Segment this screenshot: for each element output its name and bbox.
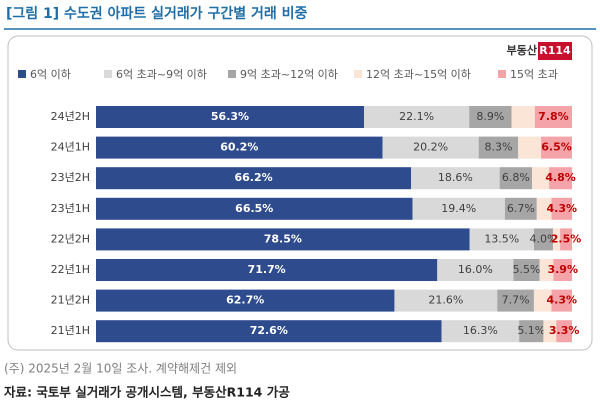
bar-segment bbox=[536, 197, 552, 220]
bar-segment bbox=[96, 106, 364, 128]
value-label: 62.7% bbox=[226, 294, 264, 307]
legend-label: 9억 초과~12억 이하 bbox=[240, 67, 338, 81]
value-label: 20.2% bbox=[413, 141, 448, 154]
value-label: 7.8% bbox=[538, 110, 569, 123]
y-tick-label: 22년1H bbox=[51, 263, 90, 276]
value-label: 6.5% bbox=[541, 141, 572, 154]
bar-segment bbox=[518, 136, 542, 159]
bar-segment bbox=[96, 320, 442, 343]
value-label: 60.2% bbox=[220, 141, 258, 154]
bar-segment bbox=[511, 106, 535, 128]
value-label: 7.7% bbox=[502, 294, 530, 307]
bar-segment bbox=[553, 259, 572, 281]
bar-segment bbox=[96, 167, 412, 190]
value-label: 66.5% bbox=[235, 202, 273, 215]
bar-segment bbox=[394, 289, 498, 312]
bar-segment bbox=[469, 106, 512, 128]
value-label: 4.0% bbox=[529, 232, 557, 245]
value-label: 71.7% bbox=[248, 263, 286, 276]
y-tick-label: 21년1H bbox=[51, 324, 90, 337]
value-label: 6.7% bbox=[507, 202, 535, 215]
y-tick-label: 21년2H bbox=[51, 294, 90, 307]
value-label: 66.2% bbox=[234, 171, 272, 184]
bar-segment bbox=[543, 320, 557, 343]
value-label: 16.3% bbox=[463, 324, 498, 337]
value-label: 78.5% bbox=[264, 232, 302, 245]
bar-segment bbox=[513, 259, 540, 281]
y-tick-label: 22년2H bbox=[51, 232, 90, 245]
legend-label: 15억 초과 bbox=[510, 68, 558, 81]
value-label: 4.8% bbox=[545, 171, 576, 184]
bar-segment bbox=[382, 136, 479, 159]
y-tick-label: 24년1H bbox=[51, 141, 90, 154]
y-tick-label: 23년1H bbox=[51, 202, 90, 215]
bar-segment bbox=[96, 289, 395, 312]
bar-segment bbox=[469, 228, 534, 251]
bar-segment bbox=[556, 320, 572, 343]
logo-badge bbox=[538, 42, 572, 60]
value-label: 22.1% bbox=[399, 110, 434, 123]
legend-swatch bbox=[228, 70, 236, 78]
bar-segment bbox=[437, 259, 514, 281]
bar-segment bbox=[412, 197, 505, 220]
legend-label: 12억 초과~15억 이하 bbox=[366, 67, 471, 81]
legend-swatch bbox=[354, 70, 362, 78]
bar-segment bbox=[441, 320, 520, 343]
value-label: 13.5% bbox=[484, 232, 519, 245]
legend-swatch bbox=[104, 70, 112, 78]
bar-segment bbox=[541, 136, 572, 159]
legend-swatch bbox=[18, 70, 26, 78]
y-tick-label: 24년2H bbox=[51, 110, 90, 123]
legend-label: 6억 이하 bbox=[30, 67, 71, 81]
bar-segment bbox=[96, 136, 383, 159]
value-label: 72.6% bbox=[250, 324, 288, 337]
bar-segment bbox=[96, 197, 413, 220]
value-label: 56.3% bbox=[211, 110, 249, 123]
bar-segment bbox=[539, 259, 554, 281]
bar-segment bbox=[551, 289, 572, 312]
value-label: 21.6% bbox=[428, 294, 463, 307]
legend-swatch bbox=[498, 70, 506, 78]
value-label: 8.3% bbox=[484, 141, 512, 154]
value-label: 18.6% bbox=[438, 171, 473, 184]
value-label: 2.5% bbox=[551, 232, 582, 245]
bar-segment bbox=[549, 167, 572, 190]
bar-segment bbox=[96, 228, 470, 251]
y-tick-label: 23년2H bbox=[51, 171, 90, 184]
footnote: (주) 2025년 2월 10일 조사. 계약해제건 제외 bbox=[4, 361, 237, 376]
value-label: 4.3% bbox=[547, 202, 578, 215]
bar-segment bbox=[497, 289, 534, 312]
bar-segment bbox=[478, 136, 519, 159]
bar-segment bbox=[534, 106, 572, 128]
value-label: 3.3% bbox=[549, 324, 580, 337]
bar-segment bbox=[533, 289, 552, 312]
value-label: 3.9% bbox=[547, 263, 578, 276]
bar-segment bbox=[96, 259, 438, 281]
bar-segment bbox=[363, 106, 470, 128]
chart-title: [그림 1] 수도권 아파트 실거래가 구간별 거래 비중 bbox=[6, 5, 307, 22]
value-label: 5.5% bbox=[513, 263, 541, 276]
source: 자료: 국토부 실거래가 공개시스템, 부동산R114 가공 bbox=[4, 385, 290, 400]
value-label: 4.3% bbox=[547, 294, 578, 307]
bar-segment bbox=[499, 167, 533, 190]
value-label: 16.0% bbox=[458, 263, 493, 276]
bar-segment bbox=[551, 197, 572, 220]
logo-badge-text: R114 bbox=[539, 44, 571, 57]
bar-segment bbox=[552, 228, 561, 251]
bar-segment bbox=[532, 167, 550, 190]
logo-text: 부동산 bbox=[507, 43, 537, 57]
value-label: 6.8% bbox=[502, 171, 530, 184]
legend-label: 6억 초과~9억 이하 bbox=[116, 67, 207, 81]
bar-segment bbox=[411, 167, 500, 190]
bar-segment bbox=[533, 228, 553, 251]
bar-segment bbox=[519, 320, 544, 343]
bar-segment bbox=[560, 228, 572, 251]
value-label: 8.9% bbox=[476, 110, 504, 123]
value-label: 19.4% bbox=[441, 202, 476, 215]
bar-segment bbox=[504, 197, 537, 220]
value-label: 5.1% bbox=[517, 324, 545, 337]
